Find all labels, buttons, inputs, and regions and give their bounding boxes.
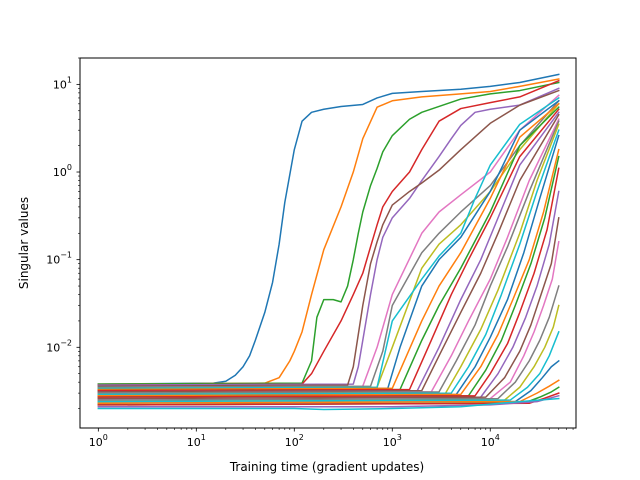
axes-background — [80, 58, 576, 428]
x-tick-label-3: 103 — [383, 433, 402, 449]
series-line-4 — [97, 79, 560, 386]
series-line-36 — [97, 397, 560, 411]
series-line-16 — [97, 113, 560, 393]
y-tick-label-3: 101 — [53, 75, 72, 91]
series-layer — [97, 73, 560, 411]
x-axis: 100 101 102 103 104 — [89, 428, 574, 449]
x-tick-label-4: 104 — [481, 433, 500, 449]
series-line-27 — [97, 240, 560, 401]
plot-area — [79, 57, 577, 429]
series-line-28 — [97, 285, 560, 401]
series-line-19 — [97, 123, 560, 396]
series-line-15 — [97, 111, 560, 393]
series-line-20 — [97, 129, 560, 396]
series-line-30 — [97, 330, 560, 403]
series-line-10 — [97, 96, 560, 390]
series-line-1 — [97, 73, 560, 385]
y-axis-label: Singular values — [17, 197, 31, 289]
series-line-8 — [97, 99, 560, 389]
series-line-13 — [97, 106, 560, 392]
series-line-18 — [97, 120, 560, 394]
series-line-25 — [97, 190, 560, 400]
y-tick-label-2: 100 — [53, 163, 72, 179]
series-line-11 — [97, 99, 560, 391]
x-tick-label-1: 101 — [187, 433, 206, 449]
y-axis: 10−2 10−1 100 101 — [46, 57, 80, 409]
x-tick-label-2: 102 — [285, 433, 304, 449]
series-line-9 — [97, 102, 560, 390]
series-line-26 — [97, 216, 560, 400]
series-line-24 — [97, 167, 560, 398]
series-line-5 — [97, 87, 560, 386]
series-line-23 — [97, 155, 560, 398]
axes-frame — [79, 57, 577, 429]
series-line-21 — [97, 134, 560, 397]
y-tick-label-1: 10−1 — [46, 251, 72, 267]
series-line-14 — [97, 108, 560, 392]
x-axis-label: Training time (gradient updates) — [229, 460, 424, 474]
series-line-22 — [97, 148, 560, 397]
series-line-6 — [97, 89, 560, 387]
series-line-3 — [97, 81, 560, 385]
x-tick-label-0: 100 — [89, 433, 108, 449]
series-line-12 — [97, 102, 560, 391]
series-line-32 — [97, 379, 560, 404]
y-tick-label-0: 10−2 — [46, 338, 72, 354]
series-line-17 — [97, 118, 560, 394]
series-line-2 — [97, 78, 560, 385]
